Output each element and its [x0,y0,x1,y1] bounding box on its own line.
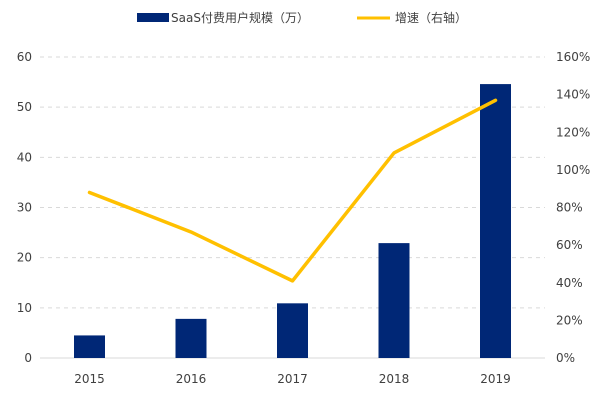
left-tick-label: 60 [17,50,32,64]
right-tick-label: 160% [556,50,590,64]
legend-label-bar: SaaS付费用户规模（万） [171,10,309,25]
right-tick-label: 100% [556,163,590,177]
left-tick-label: 40 [17,150,32,164]
right-tick-label: 40% [556,276,583,290]
left-tick-label: 0 [24,351,32,365]
bar-2018 [379,243,410,358]
x-tick-label: 2019 [480,372,511,386]
x-tick-label: 2017 [277,372,308,386]
left-tick-label: 10 [17,301,32,315]
right-tick-label: 20% [556,313,583,327]
bar-2019 [480,84,511,358]
bar-2017 [277,303,308,358]
right-tick-label: 80% [556,201,583,215]
left-tick-label: 20 [17,251,32,265]
legend-label-line: 增速（右轴） [395,10,467,25]
right-tick-label: 120% [556,125,590,139]
left-tick-label: 50 [17,100,32,114]
legend: SaaS付费用户规模（万） 增速（右轴） [137,10,467,25]
right-tick-label: 0% [556,351,575,365]
left-tick-label: 30 [17,201,32,215]
x-tick-label: 2015 [74,372,105,386]
growth-line [90,100,496,281]
x-tick-label: 2018 [379,372,410,386]
x-tick-label: 2016 [176,372,207,386]
legend-swatch-bar [137,13,169,22]
right-tick-label: 60% [556,238,583,252]
bar-2016 [176,319,207,358]
bar-2015 [74,335,105,358]
right-tick-label: 140% [556,88,590,102]
